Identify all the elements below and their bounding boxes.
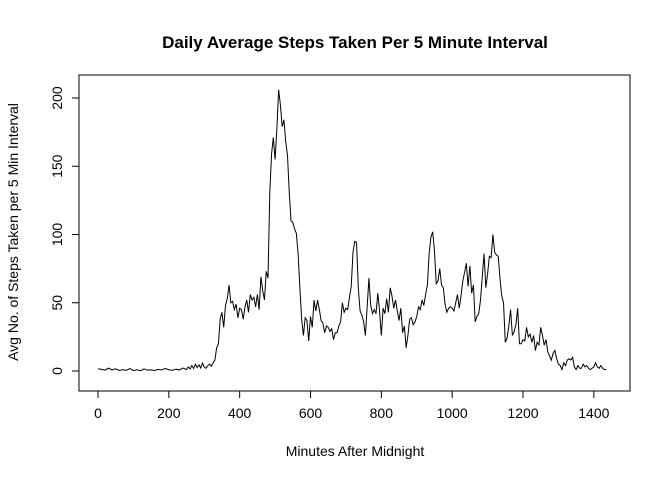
y-axis-label: Avg No. of Steps Taken per 5 Min Interva…	[5, 103, 21, 361]
x-tick-label: 0	[94, 405, 102, 421]
series-line	[97, 89, 607, 372]
x-tick-label: 1200	[507, 405, 538, 421]
x-tick-label: 600	[299, 405, 323, 421]
x-tick-label: 400	[228, 405, 252, 421]
y-tick-label: 50	[49, 295, 65, 311]
x-tick-label: 200	[157, 405, 181, 421]
x-tick-label: 1000	[437, 405, 468, 421]
y-tick-label: 200	[49, 86, 65, 110]
x-tick-label: 1400	[578, 405, 609, 421]
chart-title: Daily Average Steps Taken Per 5 Minute I…	[162, 33, 548, 52]
x-axis: 0 200 400 600 800 1000 1200 1400	[94, 390, 610, 421]
plot-frame	[78, 74, 631, 392]
x-tick-label: 800	[370, 405, 394, 421]
y-axis: 0 50 100 150 200	[49, 86, 80, 375]
y-tick-label: 100	[49, 223, 65, 247]
y-tick-label: 0	[49, 367, 65, 375]
y-tick-label: 150	[49, 154, 65, 178]
x-axis-label: Minutes After Midnight	[286, 443, 425, 459]
